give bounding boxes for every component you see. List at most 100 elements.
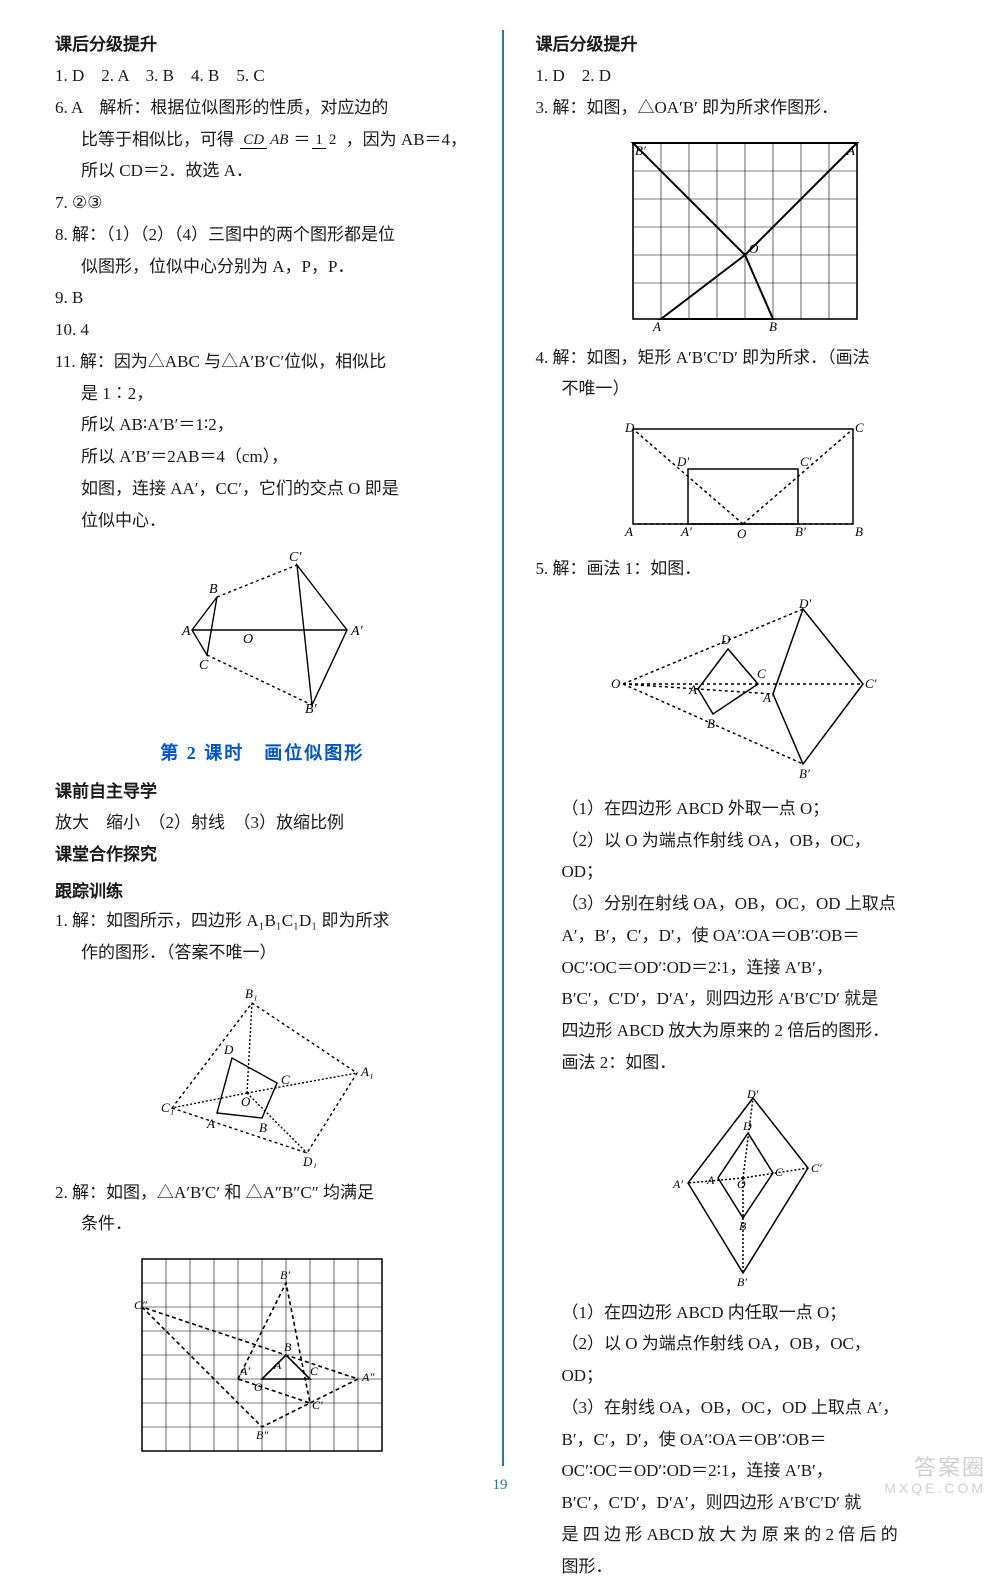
m2s3a: （3）在射线 OA，OB，OC，OD 上取点 A′， — [536, 1393, 951, 1423]
r6-O: O — [737, 1177, 746, 1191]
r5-B: B — [707, 716, 715, 731]
r5s3e: 四边形 ABCD 放大为原来的 2 倍后的图形． — [536, 1016, 951, 1046]
q11c: 所以 AB∶A′B′＝1∶2， — [55, 410, 470, 440]
q8b: 似图形，位似中心分别为 A，P，P． — [55, 252, 470, 282]
r5s2a: （2）以 O 为端点作射线 OA，OB，OC， — [536, 826, 951, 856]
q6-line2: 比等于相似比，可得 CDAB＝12 ，因为 AB＝4， — [55, 125, 470, 155]
right-column: 课后分级提升 1. D 2. D 3. 解：如图，△OA′B′ 即为所求作图形． — [536, 30, 951, 1466]
r5s3b: A′，B′，C′，D′，使 OA′∶OA＝OB′∶OB＝ — [536, 921, 951, 951]
q6-line1: 6. A 解析：根据位似图形的性质，对应边的 — [55, 93, 470, 123]
heading-track: 跟踪训练 — [55, 877, 470, 902]
r4-B: B — [855, 524, 863, 539]
r4-Bp: B′ — [795, 524, 806, 539]
r5-O: O — [611, 676, 621, 691]
r3-A: A — [652, 319, 661, 333]
lbl-Bp: B′ — [305, 702, 318, 715]
fig5r-svg: O A B C D A′ B′ C′ D′ — [603, 594, 883, 784]
frac-num: CD — [240, 132, 267, 149]
r5-A: A — [688, 682, 697, 697]
f3-Ap: A′ — [239, 1364, 250, 1378]
f2-C1: C₁ — [161, 1100, 174, 1115]
fig1-svg: A B C O A′ B′ C′ — [147, 545, 377, 715]
r5s3c: OC′∶OC＝OD′∶OD＝2∶1，连接 A′B′， — [536, 953, 951, 983]
q9: 9. B — [55, 283, 470, 313]
m2s1: （1）在四边形 ABCD 内任取一点 O； — [536, 1298, 951, 1328]
q6b-text: 比等于相似比，可得 — [81, 130, 234, 149]
lbl-Cp: C′ — [289, 550, 302, 565]
q11a: 11. 解：因为△ABC 与△A′B′C′位似，相似比 — [55, 347, 470, 377]
q8a: 8. 解：（1）（2）（4）三图中的两个图形都是位 — [55, 220, 470, 250]
q1-5: 1. D 2. A 3. B 4. B 5. C — [55, 61, 470, 91]
q11d: 所以 A′B′＝2AB＝4（cm）， — [55, 442, 470, 472]
r5-C: C — [757, 666, 766, 681]
lbl-Ap: A′ — [350, 624, 364, 639]
m2s2b: OD； — [536, 1361, 951, 1391]
r-q12: 1. D 2. D — [536, 61, 951, 91]
page-container: 课后分级提升 1. D 2. A 3. B 4. B 5. C 6. A 解析：… — [55, 30, 950, 1466]
q6c-text: ，因为 AB＝4， — [346, 130, 467, 149]
f3-Bp: B′ — [280, 1268, 290, 1282]
f3-O: O — [254, 1380, 263, 1394]
r6-Cp: C′ — [811, 1161, 822, 1175]
r5s2b: OD； — [536, 857, 951, 887]
r4-Dp: D′ — [676, 454, 689, 469]
pre-line: 放大 缩小 （2）射线 （3）放缩比例 — [55, 808, 470, 838]
lesson-title: 第 2 课时 画位似图形 — [55, 739, 470, 765]
figure-q11: A B C O A′ B′ C′ — [55, 545, 470, 715]
lbl-O: O — [243, 632, 253, 647]
r5-D: D — [720, 632, 731, 647]
t2a: 2. 解：如图，△A′B′C′ 和 △A″B″C″ 均满足 — [55, 1178, 470, 1208]
watermark-top: 答案圈 — [884, 1456, 986, 1480]
frac-half-den: 2 — [326, 132, 340, 148]
frac-half: 12 — [312, 133, 339, 149]
q11e: 如图，连接 AA′，CC′，它们的交点 O 即是 — [55, 474, 470, 504]
watermark: 答案圈 MXQE.COM — [884, 1456, 986, 1496]
lbl-C: C — [199, 658, 209, 673]
t2b: 条件． — [55, 1209, 470, 1239]
watermark-bottom: MXQE.COM — [884, 1481, 986, 1496]
f3-Bpp: B″ — [256, 1428, 269, 1442]
m2s2a: （2）以 O 为端点作射线 OA，OB，OC， — [536, 1329, 951, 1359]
q7: 7. ②③ — [55, 188, 470, 218]
f2-O: O — [241, 1094, 251, 1109]
q11b: 是 1∶2， — [55, 379, 470, 409]
fig4r-svg: A B C D A′ B′ C′ D′ O — [603, 414, 883, 544]
r-q5a: 5. 解：画法 1：如图． — [536, 554, 951, 584]
left-column: 课后分级提升 1. D 2. A 3. B 4. B 5. C 6. A 解析：… — [55, 30, 470, 1466]
figure-r5: O A B C D A′ B′ C′ D′ — [536, 594, 951, 784]
t1b: 作的图形．（答案不唯一） — [55, 938, 470, 968]
figure-t1: A B C D O C₁ D₁ A₁ B₁ — [55, 978, 470, 1168]
r4-A: A — [624, 524, 633, 539]
m2s3b: B′，C′，D′，使 OA′∶OA＝OB′∶OB＝ — [536, 1425, 951, 1455]
fig3r-svg: O A B A′ B′ — [613, 133, 873, 333]
frac-half-num: 1 — [312, 132, 326, 149]
q6-line3: 所以 CD＝2．故选 A． — [55, 156, 470, 186]
r3-Bp: B′ — [635, 143, 646, 158]
r3-B: B — [769, 319, 777, 333]
f3-Cpp: C″ — [134, 1298, 148, 1312]
r4-Cp: C′ — [800, 454, 812, 469]
f2-B: B — [259, 1120, 267, 1135]
fig6r-svg: O A B C D A′ B′ C′ D′ — [663, 1088, 823, 1288]
r5-Bp: B′ — [799, 766, 810, 781]
heading-pre: 课前自主导学 — [55, 777, 470, 802]
r6-Ap: A′ — [672, 1177, 683, 1191]
r3-O: O — [749, 241, 759, 256]
lbl-A: A — [181, 624, 191, 639]
frac-den: AB — [267, 132, 291, 148]
f3-B: B — [284, 1340, 292, 1354]
r3-Ap: A′ — [846, 143, 858, 158]
fig2-svg: A B C D O C₁ D₁ A₁ B₁ — [147, 978, 377, 1168]
f3-C: C — [310, 1364, 319, 1378]
r6-Bp: B′ — [737, 1275, 747, 1288]
r4-Ap: A′ — [680, 524, 692, 539]
f2-B1: B₁ — [245, 986, 257, 1001]
r6-C: C — [775, 1165, 784, 1179]
r6-D: D — [742, 1119, 752, 1133]
f2-D1: D₁ — [302, 1154, 317, 1168]
f2-D: D — [223, 1042, 234, 1057]
m2s3f: 图形． — [536, 1552, 951, 1581]
m2s3e: 是 四 边 形 ABCD 放 大 为 原 来 的 2 倍 后 的 — [536, 1520, 951, 1550]
r5-Ap: A′ — [762, 690, 774, 705]
r4-O: O — [737, 526, 747, 541]
